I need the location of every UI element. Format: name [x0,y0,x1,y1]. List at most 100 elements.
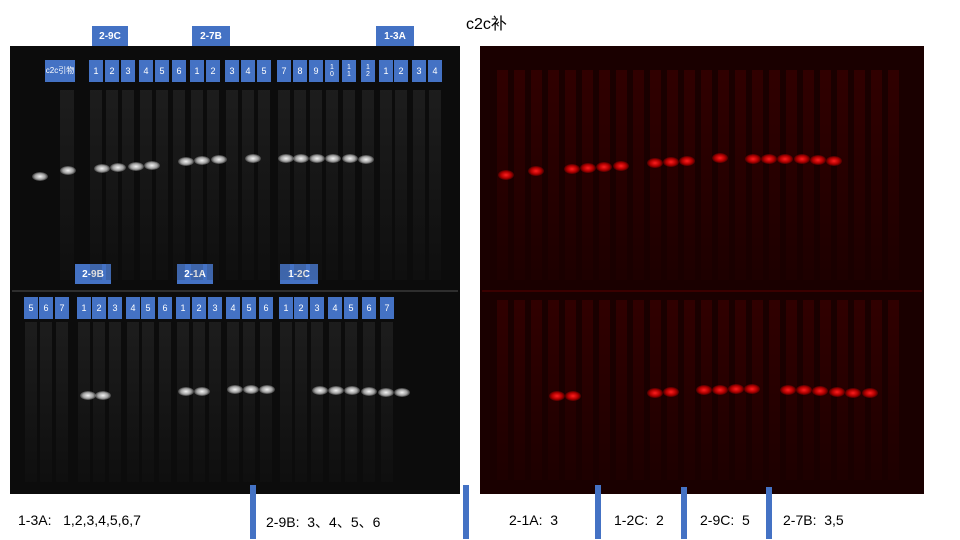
divider-bar [463,485,469,539]
gel-band [780,385,796,395]
gel-band [794,154,810,164]
gel-band [95,391,111,400]
gel-band [810,155,826,165]
gel-band [663,387,679,397]
gel-band [812,386,828,396]
gel-lane [311,322,323,482]
lane-label: 2 [294,297,308,319]
gel-band [845,388,861,398]
divider-bar [681,487,687,539]
gel-band [342,154,358,163]
divider-bar [766,487,772,539]
lane-label: 2 [394,60,408,82]
group-label-top: 1-3A [376,26,414,46]
gel-band [498,170,514,180]
gel-lane [326,90,338,280]
lane-label: 5 [155,60,169,82]
gel-lane [260,322,272,482]
gel-lane [616,70,627,280]
gel-lane [278,90,290,280]
gel-band [696,385,712,395]
lane-label: 3 [225,60,239,82]
lane-label: 7 [55,297,69,319]
gel-lane [497,300,508,480]
gel-lane [786,70,797,280]
gel-lane [854,70,865,280]
lane-label-digit: 2 [366,71,370,78]
gel-lane [514,300,525,480]
gel-band [32,172,48,181]
gel-lane [40,322,52,482]
lane-label: 3 [108,297,122,319]
gel-lane [243,322,255,482]
gel-band [178,387,194,396]
gel-lane [633,300,644,480]
lane-label: 6 [362,297,376,319]
group-label-bottom: 1-2C [280,264,318,284]
gel-band [361,387,377,396]
gel-lane [142,322,154,482]
gel-band [227,385,243,394]
gel-lane [582,300,593,480]
gel-lane [514,70,525,280]
summary-1-3a: 1-3A: 1,2,3,4,5,6,7 [18,512,141,528]
lane-label: 4 [328,297,342,319]
lane-label: 2 [206,60,220,82]
lane-label: 2 [105,60,119,82]
gel-band [278,154,294,163]
lane-label: 1 [89,60,103,82]
gel-band [144,161,160,170]
gel-lane [193,322,205,482]
gel-lane [127,322,139,482]
gel-band [613,161,629,171]
gel-lane [871,70,882,280]
group-label-top: 2-9C [92,26,128,46]
gel-band [80,391,96,400]
gel-band [312,386,328,395]
gel-lane [159,322,171,482]
lane-label-digit: 1 [347,71,351,78]
gel-band [325,154,341,163]
gel-lane [191,90,203,280]
gel-band [245,154,261,163]
lane-label-digit: 0 [330,71,334,78]
lane-label: 6 [39,297,53,319]
gel-band [712,153,728,163]
gel-row-divider [12,290,458,292]
gel-lane [329,322,341,482]
gel-band [745,154,761,164]
gel-band [358,155,374,164]
lane-label: 7 [380,297,394,319]
lane-label: 6 [172,60,186,82]
gel-lane [310,90,322,280]
gel-band [647,158,663,168]
divider-bar [595,485,601,539]
lane-label: 3 [121,60,135,82]
gel-band [777,154,793,164]
gel-lane [78,322,90,482]
gel-lane [109,322,121,482]
gel-band [528,166,544,176]
gel-lane [769,70,780,280]
gel-lane [90,90,102,280]
gel-band [259,385,275,394]
gel-band [596,162,612,172]
gel-band [194,387,210,396]
gel-lane [280,322,292,482]
gel-lane [140,90,152,280]
summary-1-2c: 1-2C: 2 [614,512,664,528]
gel-lane [548,70,559,280]
lane-label: 5 [242,297,256,319]
gel-lane [227,322,239,482]
lane-label: 5 [24,297,38,319]
gel-lane [803,70,814,280]
summary-2-7b: 2-7B: 3,5 [783,512,844,528]
gel-lane [156,90,168,280]
gel-lane [345,322,357,482]
gel-band [194,156,210,165]
gel-band [94,164,110,173]
gel-lane [548,300,559,480]
gel-band [110,163,126,172]
